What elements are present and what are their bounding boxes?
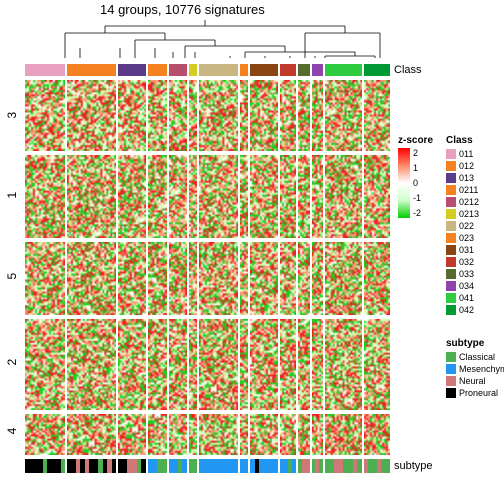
zscore-legend: z-score 210-1-2 (398, 135, 448, 218)
zscore-legend-title: z-score (398, 135, 448, 146)
zscore-gradient (398, 148, 410, 218)
chart-title: 14 groups, 10776 signatures (100, 2, 265, 17)
dendrogram (25, 18, 390, 63)
class-annotation-strip (25, 64, 390, 76)
subtype-legend-title: subtype (446, 338, 504, 349)
class-strip-label: Class (394, 64, 422, 76)
row-group-labels: 31524 (2, 80, 22, 455)
subtype-strip-label: subtype (394, 460, 433, 472)
heatmap (25, 80, 390, 455)
subtype-legend: subtype ClassicalMesenchymalNeuralProneu… (446, 338, 504, 399)
zscore-ticks: 210-1-2 (413, 148, 421, 218)
class-legend: Class 0110120130211021202130220230310320… (446, 135, 479, 316)
class-legend-title: Class (446, 135, 479, 146)
subtype-annotation-strip (25, 459, 390, 473)
